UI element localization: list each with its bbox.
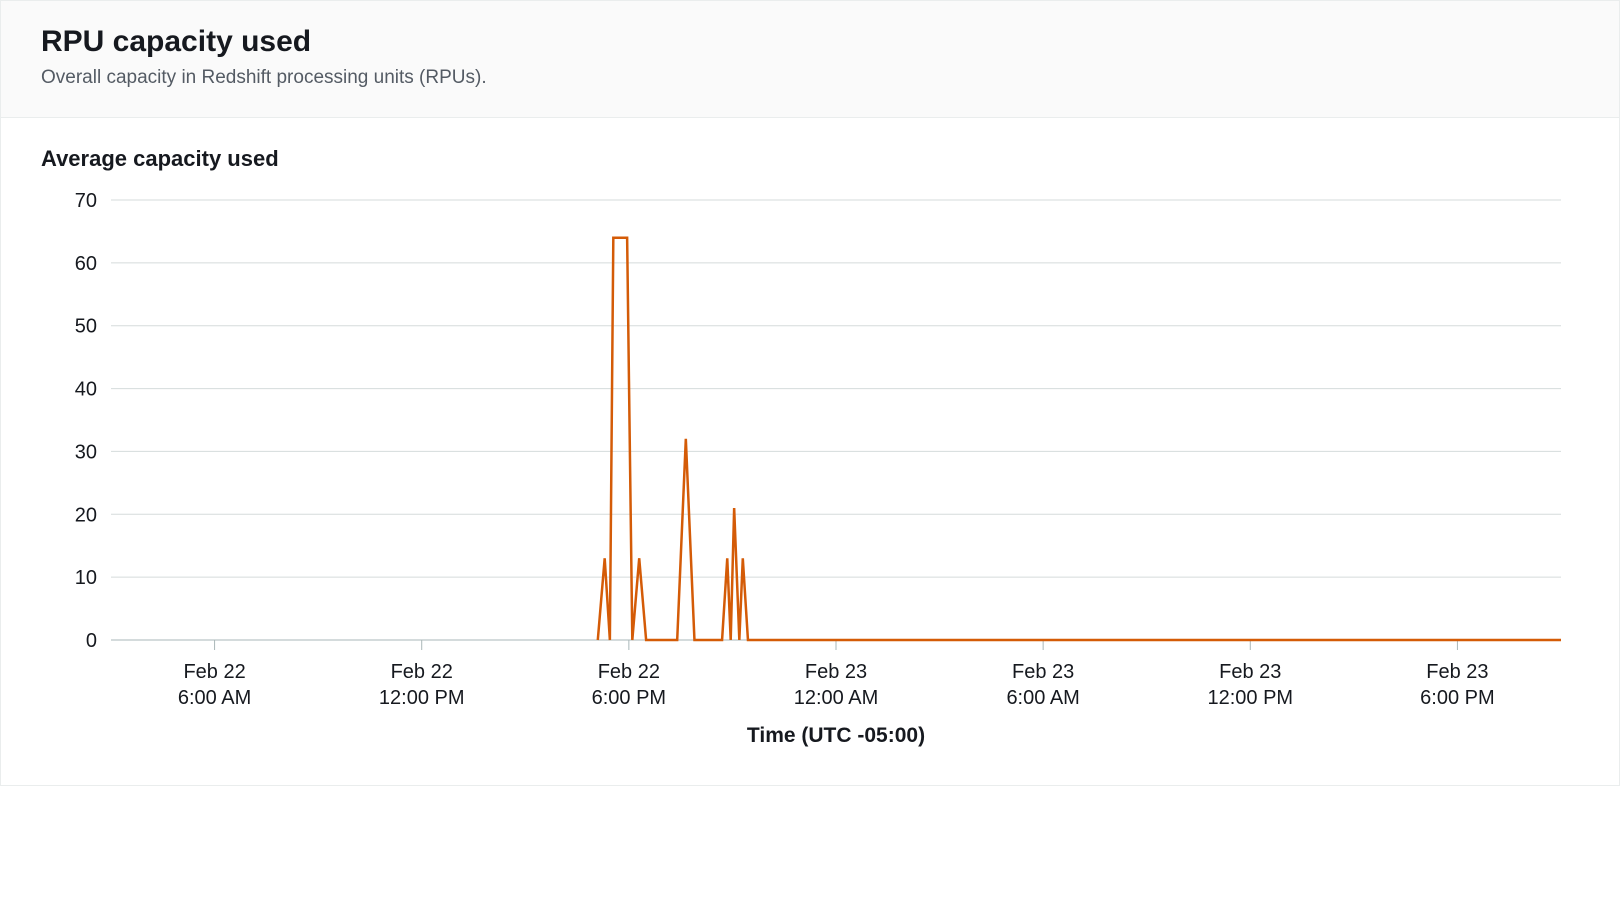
svg-text:0: 0 [86,630,97,652]
svg-text:12:00 AM: 12:00 AM [794,687,879,709]
chart-title: Average capacity used [41,146,1579,172]
svg-text:50: 50 [75,316,97,338]
svg-text:Feb 23: Feb 23 [1426,661,1488,683]
chart-svg: 0 10 20 30 40 50 60 70 Feb 22 6:00 AM Feb 22 12:00 … [41,190,1581,765]
metrics-panel: RPU capacity used Overall capacity in Re… [0,0,1620,786]
panel-header: RPU capacity used Overall capacity in Re… [1,1,1619,118]
svg-text:Feb 22: Feb 22 [391,661,453,683]
panel-title: RPU capacity used [41,25,1579,59]
svg-text:6:00 AM: 6:00 AM [1006,687,1079,709]
svg-text:Feb 22: Feb 22 [598,661,660,683]
svg-text:Feb 23: Feb 23 [805,661,867,683]
svg-text:20: 20 [75,504,97,526]
rpu-capacity-chart: 0 10 20 30 40 50 60 70 Feb 22 6:00 AM Feb 22 12:00 … [41,190,1579,765]
svg-text:6:00 PM: 6:00 PM [592,687,666,709]
svg-text:6:00 AM: 6:00 AM [178,687,251,709]
svg-text:40: 40 [75,379,97,401]
svg-text:10: 10 [75,567,97,589]
svg-text:Feb 23: Feb 23 [1012,661,1074,683]
svg-text:30: 30 [75,441,97,463]
panel-subtitle: Overall capacity in Redshift processing … [41,67,1579,89]
svg-text:6:00 PM: 6:00 PM [1420,687,1494,709]
panel-body: Average capacity used 0 10 20 30 40 50 60 70 Feb… [1,118,1619,785]
svg-text:70: 70 [75,190,97,212]
svg-text:Feb 22: Feb 22 [183,661,245,683]
svg-text:Time (UTC -05:00): Time (UTC -05:00) [747,724,925,747]
svg-text:12:00 PM: 12:00 PM [1207,687,1293,709]
svg-text:60: 60 [75,253,97,275]
svg-text:12:00 PM: 12:00 PM [379,687,465,709]
svg-text:Feb 23: Feb 23 [1219,661,1281,683]
